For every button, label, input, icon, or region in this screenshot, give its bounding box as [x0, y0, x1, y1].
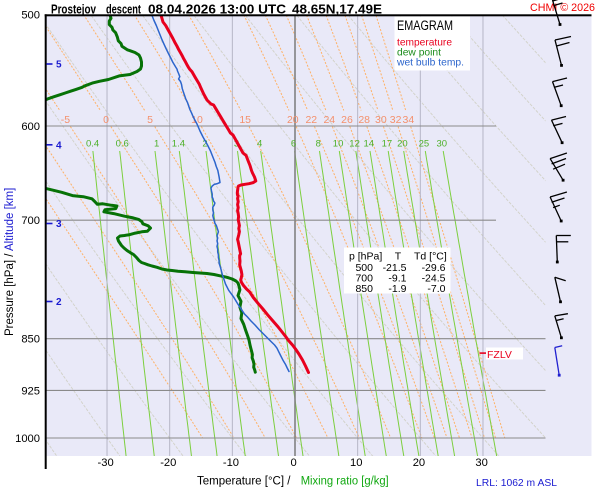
svg-text:-10: -10 [223, 457, 239, 469]
svg-text:20: 20 [397, 139, 408, 150]
svg-text:850: 850 [21, 334, 40, 346]
svg-text:17: 17 [382, 139, 393, 150]
svg-text:Mixing ratio [g/kg]: Mixing ratio [g/kg] [301, 476, 389, 488]
svg-text:-30: -30 [98, 457, 114, 469]
svg-text:4: 4 [257, 139, 262, 150]
svg-text:24: 24 [323, 114, 335, 126]
svg-text:700: 700 [355, 273, 373, 285]
svg-text:Prostejov: Prostejov [51, 1, 96, 16]
svg-text:T: T [395, 251, 402, 263]
svg-text:6: 6 [291, 139, 296, 150]
svg-text:3: 3 [56, 219, 62, 230]
svg-text:LRL: 1062 m ASL: LRL: 1062 m ASL [476, 478, 557, 489]
svg-text:p [hPa]: p [hPa] [349, 251, 382, 263]
svg-text:1000: 1000 [15, 433, 40, 445]
svg-text:850: 850 [355, 283, 373, 295]
svg-text:600: 600 [21, 121, 40, 133]
svg-text:-29.6: -29.6 [422, 262, 446, 274]
svg-text:34: 34 [403, 114, 415, 126]
svg-text:700: 700 [21, 215, 40, 227]
svg-text:12: 12 [349, 139, 360, 150]
svg-text:0.6: 0.6 [116, 139, 129, 150]
svg-text:500: 500 [355, 262, 373, 274]
svg-text:2: 2 [56, 297, 62, 308]
svg-text:1: 1 [154, 139, 159, 150]
svg-text:4: 4 [56, 140, 62, 151]
svg-text:dew point: dew point [397, 47, 441, 59]
svg-text:10: 10 [350, 457, 362, 469]
svg-text:FZLV: FZLV [487, 349, 512, 361]
svg-text:30: 30 [375, 114, 387, 126]
svg-text:-21.5: -21.5 [383, 262, 407, 274]
svg-text:14: 14 [364, 139, 375, 150]
svg-text:48.65N,17.49E: 48.65N,17.49E [292, 1, 382, 16]
svg-text:08.04.2026 13:00 UTC: 08.04.2026 13:00 UTC [148, 1, 286, 16]
svg-text:15: 15 [239, 114, 251, 126]
svg-text:25: 25 [419, 139, 430, 150]
svg-text:temperature: temperature [397, 37, 452, 49]
svg-text:-24.5: -24.5 [422, 273, 446, 285]
svg-text:-1.9: -1.9 [388, 283, 406, 295]
svg-text:Pressure [hPa] / Altitude [k: Pressure [hPa] / Altitude [km] [4, 188, 16, 336]
svg-text:wet bulb temp.: wet bulb temp. [396, 57, 464, 69]
svg-text:20: 20 [287, 114, 299, 126]
svg-text:1.4: 1.4 [172, 139, 185, 150]
svg-text:0: 0 [290, 457, 296, 469]
svg-text:925: 925 [21, 385, 40, 397]
svg-text:30: 30 [437, 139, 448, 150]
svg-text:0: 0 [103, 114, 109, 126]
svg-text:28: 28 [358, 114, 370, 126]
svg-text:500: 500 [21, 10, 40, 22]
svg-text:8: 8 [316, 139, 321, 150]
svg-text:CHMI © 2026: CHMI © 2026 [530, 2, 595, 14]
svg-text:2: 2 [202, 139, 207, 150]
svg-text:10: 10 [333, 139, 344, 150]
svg-text:Temperature [°C] /: Temperature [°C] / [197, 476, 291, 488]
svg-text:20: 20 [413, 457, 425, 469]
svg-text:0.4: 0.4 [86, 139, 99, 150]
svg-text:32: 32 [390, 114, 402, 126]
svg-text:10: 10 [191, 114, 203, 126]
svg-text:5: 5 [147, 114, 153, 126]
svg-text:-7.0: -7.0 [427, 283, 445, 295]
svg-text:30: 30 [475, 457, 487, 469]
svg-text:-20: -20 [160, 457, 176, 469]
svg-text:EMAGRAM: EMAGRAM [397, 18, 453, 33]
svg-text:-5: -5 [61, 114, 70, 126]
svg-text:22: 22 [305, 114, 317, 126]
svg-text:-9.1: -9.1 [388, 273, 406, 285]
svg-text:Td [°C]: Td [°C] [414, 251, 447, 263]
svg-text:5: 5 [56, 60, 62, 71]
svg-text:26: 26 [341, 114, 353, 126]
svg-text:descent: descent [106, 1, 141, 16]
